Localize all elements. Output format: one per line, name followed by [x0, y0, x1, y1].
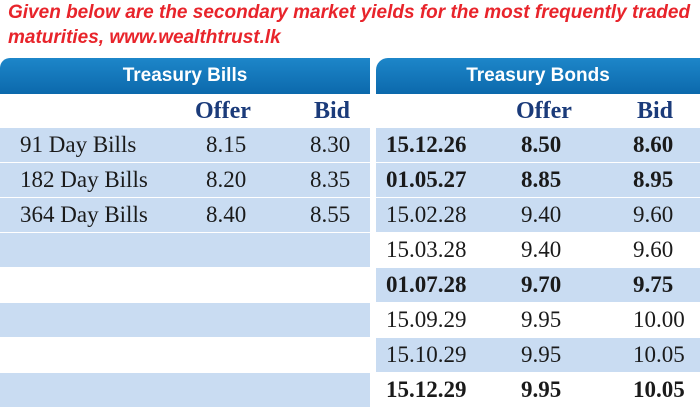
bills-bid: 8.30 — [310, 132, 351, 157]
bond-offer: 9.40 — [521, 237, 562, 262]
treasury-bills-panel: Treasury Bills Offer Bid 91 Day Bills 8.… — [0, 58, 370, 407]
bond-bid: 9.60 — [633, 237, 674, 262]
bond-maturity: 15.12.26 — [386, 132, 467, 157]
bond-bid: 10.05 — [633, 342, 685, 367]
bills-name: 364 Day Bills — [20, 202, 148, 227]
bonds-row: 01.07.28 9.70 9.75 — [376, 268, 700, 302]
bond-maturity: 01.07.28 — [386, 272, 467, 297]
bills-bid: 8.35 — [310, 167, 351, 192]
bond-offer: 8.50 — [521, 132, 562, 157]
bond-maturity: 15.10.29 — [386, 342, 467, 367]
bond-maturity: 15.02.28 — [386, 202, 467, 227]
bond-maturity: 01.05.27 — [386, 167, 467, 192]
treasury-bills-title: Treasury Bills — [0, 58, 370, 94]
bills-bid: 8.55 — [310, 202, 351, 227]
bond-bid: 10.00 — [633, 307, 685, 332]
bond-offer: 8.85 — [521, 167, 562, 192]
treasury-bonds-column-headers: Offer Bid — [376, 94, 700, 128]
bonds-row: 15.09.29 9.95 10.00 — [376, 303, 700, 337]
bills-row: 364 Day Bills 8.40 8.55 — [0, 198, 370, 232]
bills-bid-header: Bid — [314, 98, 351, 124]
bills-offer: 8.40 — [206, 202, 247, 227]
bond-bid: 9.75 — [633, 272, 674, 297]
treasury-bonds-title: Treasury Bonds — [376, 58, 700, 94]
bills-name: 182 Day Bills — [20, 167, 148, 192]
bills-name: 91 Day Bills — [20, 132, 137, 157]
bonds-offer-header: Offer — [516, 98, 572, 124]
bills-empty-row — [0, 268, 370, 302]
bond-maturity: 15.09.29 — [386, 307, 467, 332]
bond-offer: 9.95 — [521, 307, 562, 332]
bonds-row: 15.12.29 9.95 10.05 — [376, 373, 700, 407]
bond-bid: 10.05 — [633, 377, 685, 402]
bond-offer: 9.95 — [521, 342, 562, 367]
bills-offer: 8.20 — [206, 167, 247, 192]
bills-empty-row — [0, 373, 370, 407]
bonds-row: 15.02.28 9.40 9.60 — [376, 198, 700, 232]
bonds-row: 15.03.28 9.40 9.60 — [376, 233, 700, 267]
treasury-bonds-panel: Treasury Bonds Offer Bid 15.12.26 8.50 8… — [376, 58, 700, 402]
bills-offer-header: Offer — [195, 98, 251, 124]
bonds-row: 15.10.29 9.95 10.05 — [376, 338, 700, 372]
bills-empty-row — [0, 303, 370, 337]
bills-row: 91 Day Bills 8.15 8.30 — [0, 128, 370, 162]
bonds-row: 01.05.27 8.85 8.95 — [376, 163, 700, 197]
bond-bid: 8.95 — [633, 167, 674, 192]
bills-row: 182 Day Bills 8.20 8.35 — [0, 163, 370, 197]
bills-empty-row — [0, 338, 370, 372]
bond-bid: 8.60 — [633, 132, 674, 157]
bond-bid: 9.60 — [633, 202, 674, 227]
bills-empty-row — [0, 233, 370, 267]
bond-offer: 9.70 — [521, 272, 562, 297]
bills-offer: 8.15 — [206, 132, 247, 157]
bonds-row: 15.12.26 8.50 8.60 — [376, 128, 700, 162]
bond-offer: 9.40 — [521, 202, 562, 227]
bonds-bid-header: Bid — [637, 98, 674, 124]
bond-maturity: 15.03.28 — [386, 237, 467, 262]
caption: Given below are the secondary market yie… — [8, 2, 691, 48]
bond-offer: 9.95 — [521, 377, 562, 402]
treasury-bills-column-headers: Offer Bid — [0, 94, 370, 128]
bond-maturity: 15.12.29 — [386, 377, 467, 402]
